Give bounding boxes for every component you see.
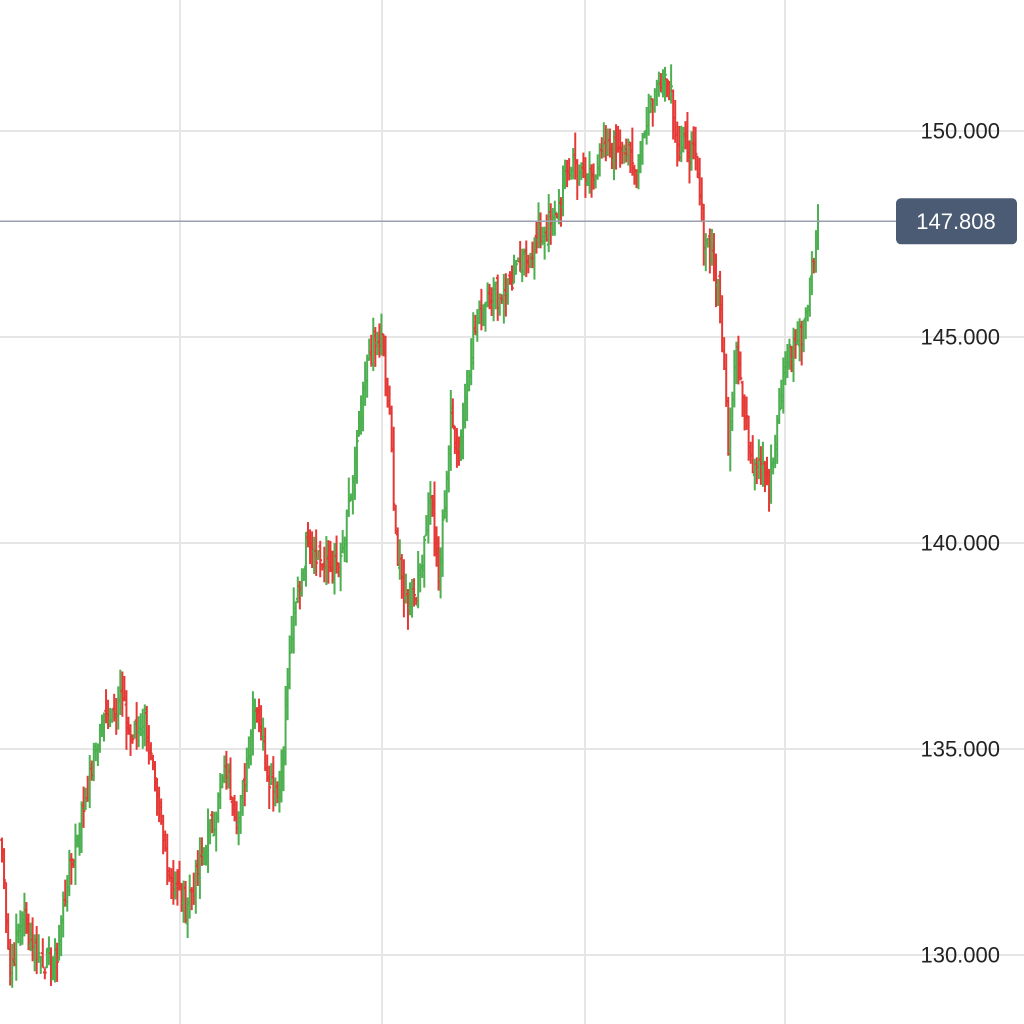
horizontal-gridlines [0,130,1024,956]
ohlc-bar [630,127,635,176]
y-tick-label: 130.000 [920,943,1000,968]
ohlc-bar [669,64,673,104]
ohlc-bar [391,426,396,511]
y-tick-label: 150.000 [920,119,1000,144]
ohlc-bars [0,64,820,988]
ohlc-bar [663,66,667,102]
ohlc-bar [440,509,445,577]
ohlc-bar [510,265,514,291]
ohlc-bar [36,934,41,963]
ohlc-bar [41,938,45,969]
ohlc-bar [55,942,59,982]
ohlc-bar [338,542,343,592]
ohlc-bar [451,398,455,429]
ohlc-bar [149,742,153,761]
ohlc-bar [553,200,557,236]
ohlc-bar [81,786,86,828]
ohlc-bar [314,529,318,576]
y-tick-label: 145.000 [920,325,1000,350]
ohlc-bar [73,823,78,885]
price-tag-background [896,198,1017,245]
y-tick-label: 140.000 [920,531,1000,556]
ohlc-bar [318,540,323,578]
ohlc-bar [43,968,47,980]
ohlc-bar [355,430,359,484]
ohlc-bar [787,338,792,370]
ohlc-bar [514,259,518,275]
y-tick-label: 135.000 [920,737,1000,762]
ohlc-bar [2,848,6,890]
y-axis-tick-labels: 150.000 145.000 140.000 135.000 130.000 [920,119,1000,968]
ohlc-bar [665,78,669,98]
ohlc-bar [130,734,135,744]
ohlc-bar [422,535,427,588]
price-tag-label: 147.808 [916,209,996,234]
ohlc-bar [693,126,698,171]
ohlc-bar [412,578,416,607]
ohlc-bar [738,351,743,381]
ohlc-bar [228,757,233,801]
current-price-tag: 147.808 [896,198,1017,245]
ohlc-bar [267,765,272,810]
